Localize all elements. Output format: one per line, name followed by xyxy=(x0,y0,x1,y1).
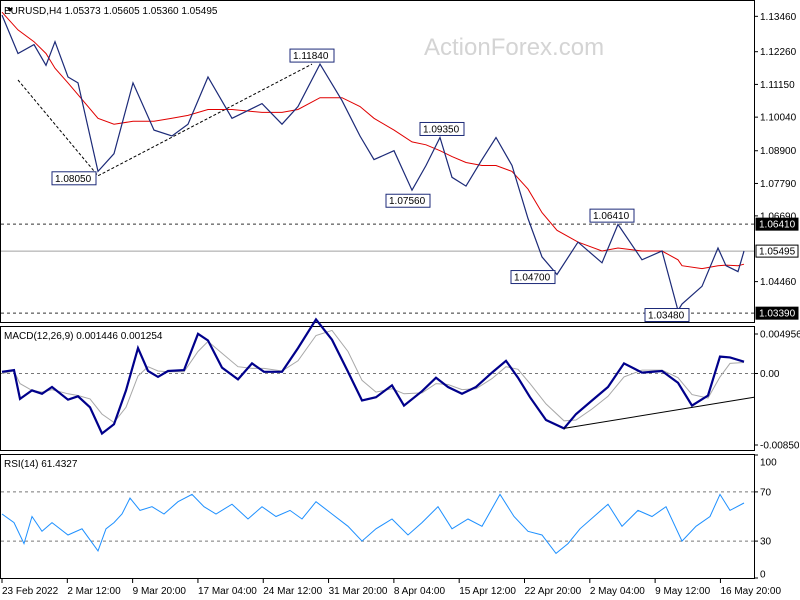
macd-tick-label: 0.004956 xyxy=(760,330,800,341)
price-annotation-box xyxy=(419,121,465,136)
rsi-line xyxy=(1,493,745,555)
macd-trendline xyxy=(563,396,755,429)
time-tick-label: 2 May 04:00 xyxy=(590,586,645,597)
time-tick-label: 2 Mar 12:00 xyxy=(67,586,121,597)
price-level-label: 1.03390 xyxy=(759,309,796,320)
time-tick-label: 17 Mar 04:00 xyxy=(198,586,257,597)
macd-panel-frame xyxy=(0,326,755,451)
price-tick-label: 1.04460 xyxy=(760,277,797,288)
price-annotation-label: 1.06410 xyxy=(593,211,630,222)
macd-line xyxy=(1,317,745,436)
price-line xyxy=(1,14,745,312)
price-level-lines xyxy=(1,223,754,314)
rsi-tick-label: 30 xyxy=(760,537,772,548)
macd-tick-label: -0.008501 xyxy=(760,441,800,452)
macd-axis: 0.004956 0.00 -0.008501 xyxy=(754,330,800,452)
macd-tick-label: 0.00 xyxy=(760,369,780,380)
price-tick-label: 1.13460 xyxy=(760,12,797,23)
price-annotation-label: 1.04700 xyxy=(514,273,551,284)
price-annotation-box xyxy=(385,193,431,208)
time-tick-label: 24 Mar 12:00 xyxy=(263,586,322,597)
time-tick-label: 9 Mar 20:00 xyxy=(133,586,187,597)
price-annotation-box xyxy=(589,208,635,223)
macd-header: MACD(12,26,9) 0.001446 0.001254 xyxy=(4,331,163,342)
watermark: ActionForex.com xyxy=(424,34,604,61)
rsi-level-lines xyxy=(1,491,754,542)
price-level-tag xyxy=(755,306,799,320)
price-annotation-label: 1.03480 xyxy=(648,311,685,322)
price-annotations: 1.11840 1.08050 1.09350 1.07560 1.06410 1.047… xyxy=(51,48,690,323)
rsi-header: RSI(14) 61.4327 xyxy=(4,459,78,470)
price-panel-frame xyxy=(0,0,755,323)
rsi-axis: 100 70 30 0 xyxy=(754,454,777,581)
price-tick-label: 1.07790 xyxy=(760,179,797,190)
time-tick-label: 16 May 20:00 xyxy=(720,586,781,597)
moving-average-line xyxy=(1,11,745,270)
price-annotation-label: 1.08050 xyxy=(55,174,92,185)
price-tick-label: 1.12260 xyxy=(760,47,797,58)
time-tick-label: 23 Feb 2022 xyxy=(2,586,59,597)
price-level-tag xyxy=(755,217,799,231)
time-tick-label: 15 Apr 12:00 xyxy=(459,586,516,597)
price-header: EURUSD,H4 1.05373 1.05605 1.05360 1.0549… xyxy=(4,6,218,17)
price-axis: 1.13460 1.12260 1.11150 1.10040 1.08900 1.077… xyxy=(754,12,797,288)
rsi-tick-label: 70 xyxy=(760,487,772,498)
price-tick-label: 1.06690 xyxy=(760,211,797,222)
collapse-triangle-icon[interactable] xyxy=(7,8,13,12)
rsi-tick-label: 100 xyxy=(760,458,777,469)
time-tick-label: 8 Apr 04:00 xyxy=(394,586,446,597)
price-level-label: 1.06410 xyxy=(759,220,796,231)
time-tick-label: 9 May 12:00 xyxy=(655,586,710,597)
time-axis: 23 Feb 2022 2 Mar 12:00 9 Mar 20:00 17 Mar … xyxy=(1,579,781,597)
price-annotation-label: 1.09350 xyxy=(423,124,460,135)
price-annotation-box xyxy=(289,48,335,63)
price-level-labels: 1.06410 1.05495 1.03390 xyxy=(755,217,799,320)
price-tick-label: 1.11150 xyxy=(760,80,795,91)
macd-signal-line xyxy=(1,329,745,424)
time-tick-label: 31 Mar 20:00 xyxy=(329,586,388,597)
price-level-label: 1.05495 xyxy=(759,247,796,258)
time-tick-label: 22 Apr 20:00 xyxy=(525,586,582,597)
price-annotation-box xyxy=(644,308,690,323)
price-annotation-label: 1.11840 xyxy=(293,51,329,62)
price-annotation-label: 1.07560 xyxy=(389,196,426,207)
price-annotation-box xyxy=(51,171,97,186)
rsi-panel-frame xyxy=(0,454,755,579)
price-tick-label: 1.08900 xyxy=(760,146,797,157)
price-trendline xyxy=(17,63,313,177)
price-annotation-box xyxy=(510,270,556,285)
rsi-tick-label: 0 xyxy=(760,570,766,581)
price-tick-label: 1.10040 xyxy=(760,113,797,124)
price-level-tag xyxy=(755,244,799,258)
